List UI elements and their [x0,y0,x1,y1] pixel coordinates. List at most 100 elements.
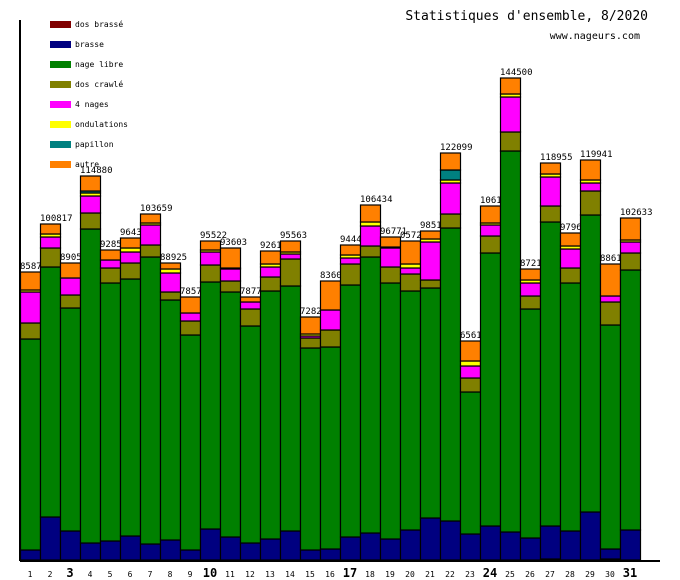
x-tick-label: 21 [425,570,435,579]
bar-segment-nage-libre [19,338,42,551]
bar-segment-dos-crawlé [419,279,442,289]
total-label: 8905 [60,253,82,263]
x-tick-label: 11 [225,570,235,579]
legend: dos brassé brasse nage libre dos crawlé 4 na… [50,14,128,174]
bar-segment-nage-libre [219,291,242,538]
legend-label: dos brassé [75,19,124,29]
x-tick-label: 17 [343,566,357,580]
x-tick-label: 29 [585,570,595,579]
bar-segment-4-nages [179,312,202,322]
bar-segment-dos-crawlé [399,273,422,292]
bar-segment-brasse [599,548,622,560]
bar-segment-brasse [239,542,262,561]
x-tick-label: 3 [66,566,73,580]
bar-segment-dos-crawlé [179,320,202,336]
x-tick-label: 13 [265,570,275,579]
bar-segment-dos-crawlé [359,245,382,258]
bar-segment-ondulations [459,360,482,367]
x-tick-label: 14 [285,570,295,579]
legend-item: dos crawlé [50,74,128,94]
x-tick-label: 5 [108,570,113,579]
bar-segment-nage-libre [339,284,362,538]
bar-segment-brasse [59,530,82,561]
bar-segment-dos-crawlé [259,276,282,292]
total-label: 118955 [540,153,573,163]
legend-label: papillon [75,139,114,149]
bar-segment-nage-libre [179,334,202,551]
bar-segment-nage-libre [239,325,262,544]
bar-segment-brasse [219,536,242,561]
total-label: 0572 [400,231,422,241]
total-label: 7282 [300,307,322,317]
legend-swatch [50,120,71,128]
bar-segment-autre [199,240,222,251]
total-label: 7857 [180,287,202,297]
legend-item: autre [50,154,128,174]
bar-segment-autre [439,152,462,171]
x-tick-label: 2 [48,570,53,579]
bar-segment-autre [179,296,202,314]
bar-segment-autre [279,240,302,253]
bar-segment-brasse [339,536,362,561]
bar-segment-nage-libre [619,269,642,531]
total-label: 144500 [500,68,533,78]
bar-segment-autre [119,237,142,249]
bar-segment-brasse [399,529,422,561]
bar-segment-brasse [19,549,42,561]
bar-segment-dos-crawlé [479,235,502,254]
bar-segment-nage-libre [79,228,102,544]
bar-segment-dos-crawlé [339,263,362,286]
bar-segment-4-nages [359,225,382,247]
bar-segment-dos-crawlé [379,266,402,284]
legend-item: nage libre [50,54,128,74]
bar-segment-brasse [619,529,642,561]
bar-segment-dos-crawlé [459,377,482,393]
total-label: 8721 [520,259,542,269]
legend-swatch [50,160,71,168]
total-label: 106434 [360,195,393,205]
bar-segment-nage-libre [579,214,602,513]
legend-item: papillon [50,134,128,154]
x-tick-label: 16 [325,570,335,579]
bar-segment-autre [259,250,282,265]
bar-segment-nage-libre [59,307,82,532]
bar-segment-dos-crawlé [199,264,222,283]
legend-item: ondulations [50,114,128,134]
legend-label: 4 nages [75,99,109,109]
x-tick-label: 27 [545,570,555,579]
bar-segment-papillon [439,169,462,181]
bar-segment-nage-libre [459,391,482,535]
bar-segment-4-nages [59,277,82,296]
bar-segment-autre [379,236,402,248]
total-label: 100817 [40,214,73,224]
legend-label: autre [75,159,100,169]
bar-segment-autre [419,230,442,240]
bar-segment-ondulations [119,247,142,253]
bar-segment-4-nages [459,365,482,379]
bar-segment-nage-libre [559,282,582,532]
legend-item: dos brassé [50,14,128,34]
legend-label: brasse [75,39,104,49]
bar-segment-brasse [279,530,302,561]
x-tick-label: 12 [245,570,255,579]
x-tick-label: 10 [203,566,217,580]
bar-segment-4-nages [559,248,582,269]
bar-segment-autre [319,280,342,311]
bar-segment-brasse [179,549,202,561]
total-label: 9444 [340,235,362,245]
bar-segment-4-nages [599,295,622,303]
bar-segment-dos-crawlé [299,337,322,349]
bar-segment-dos-crawlé [159,291,182,301]
bar-segment-nage-libre [159,299,182,541]
bar-segment-brasse [319,548,342,561]
bar-segment-dos-crawlé [19,322,42,340]
total-label: 95522 [200,231,227,241]
bar-segment-autre [139,213,162,224]
bar-segment-ondulations [159,268,182,274]
total-label: 8587 [20,262,42,272]
bar-segment-autre [99,249,122,261]
bar-segment-4-nages [239,301,262,310]
total-label: 93603 [220,238,247,248]
total-label: 88925 [160,253,187,263]
x-tick-label: 9 [188,570,193,579]
